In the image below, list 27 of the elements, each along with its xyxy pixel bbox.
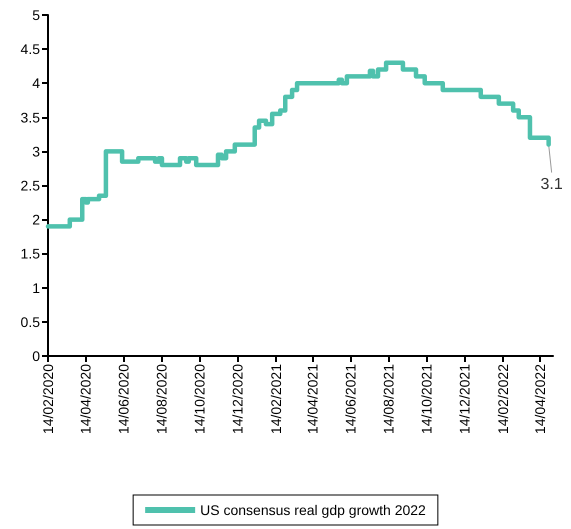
x-tick-label: 14/04/2021	[304, 364, 321, 434]
y-tick-label: 1.5	[20, 246, 40, 262]
y-tick-label: 0.5	[20, 314, 40, 330]
x-tick-label: 14/10/2021	[418, 364, 435, 434]
x-tick-label: 14/06/2021	[342, 364, 359, 434]
x-tick-label: 14/12/2020	[229, 364, 246, 434]
y-tick-label: 0	[32, 348, 40, 364]
x-tick-label: 14/02/2020	[40, 364, 56, 434]
annotation: 3.1	[540, 176, 563, 194]
y-tick-label: 5	[32, 7, 40, 23]
x-tick-label: 14/10/2020	[191, 364, 208, 434]
y-tick-label: 2	[32, 212, 40, 228]
y-tick-label: 2.5	[20, 178, 40, 194]
x-tick-label: 14/12/2021	[456, 364, 473, 434]
y-tick-label: 4	[32, 75, 40, 92]
y-tick-label: 3.5	[20, 109, 40, 126]
x-tick-label: 14/06/2020	[115, 364, 132, 434]
x-tick-label: 14/02/2021	[268, 364, 284, 434]
y-tick-label: 3	[32, 143, 40, 160]
x-tick-label: 14/04/2022	[532, 364, 548, 434]
x-tick-label: 14/08/2021	[380, 364, 397, 434]
legend-label: US consensus real gdp growth 2022	[200, 502, 426, 518]
x-tick-label: 14/08/2020	[153, 364, 170, 434]
y-tick-label: 4.5	[20, 41, 40, 58]
y-tick-label: 1	[32, 280, 40, 296]
x-tick-label: 14/04/2020	[77, 364, 94, 434]
x-tick-label: 14/02/2022	[495, 364, 512, 434]
